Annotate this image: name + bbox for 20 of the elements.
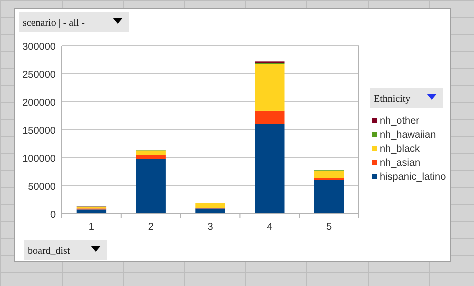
legend-label: nh_hawaiian <box>380 130 436 141</box>
x-axis-title: board_dist <box>28 246 70 257</box>
legend-title: Ethnicity <box>374 94 411 105</box>
y-tick-label: 100000 <box>22 154 56 165</box>
legend-label: hispanic_latino <box>380 172 447 183</box>
legend-label: nh_black <box>380 144 422 155</box>
x-tick-label: 5 <box>326 222 333 233</box>
legend-label: nh_other <box>380 116 420 127</box>
x-tick-label: 2 <box>148 222 154 233</box>
y-tick-label: 150000 <box>22 126 56 137</box>
y-tick-label: 300000 <box>22 42 56 53</box>
x-tick-label: 1 <box>88 222 95 233</box>
legend-label: nh_asian <box>380 158 421 169</box>
y-tick-label: 0 <box>50 210 56 221</box>
x-tick-label: 3 <box>208 222 214 233</box>
text: scenario | - all - <box>23 18 85 29</box>
y-tick-label: 50000 <box>28 182 56 193</box>
y-tick-label: 250000 <box>22 70 56 81</box>
x-tick-label: 4 <box>267 222 274 233</box>
y-tick-label: 200000 <box>22 98 56 109</box>
